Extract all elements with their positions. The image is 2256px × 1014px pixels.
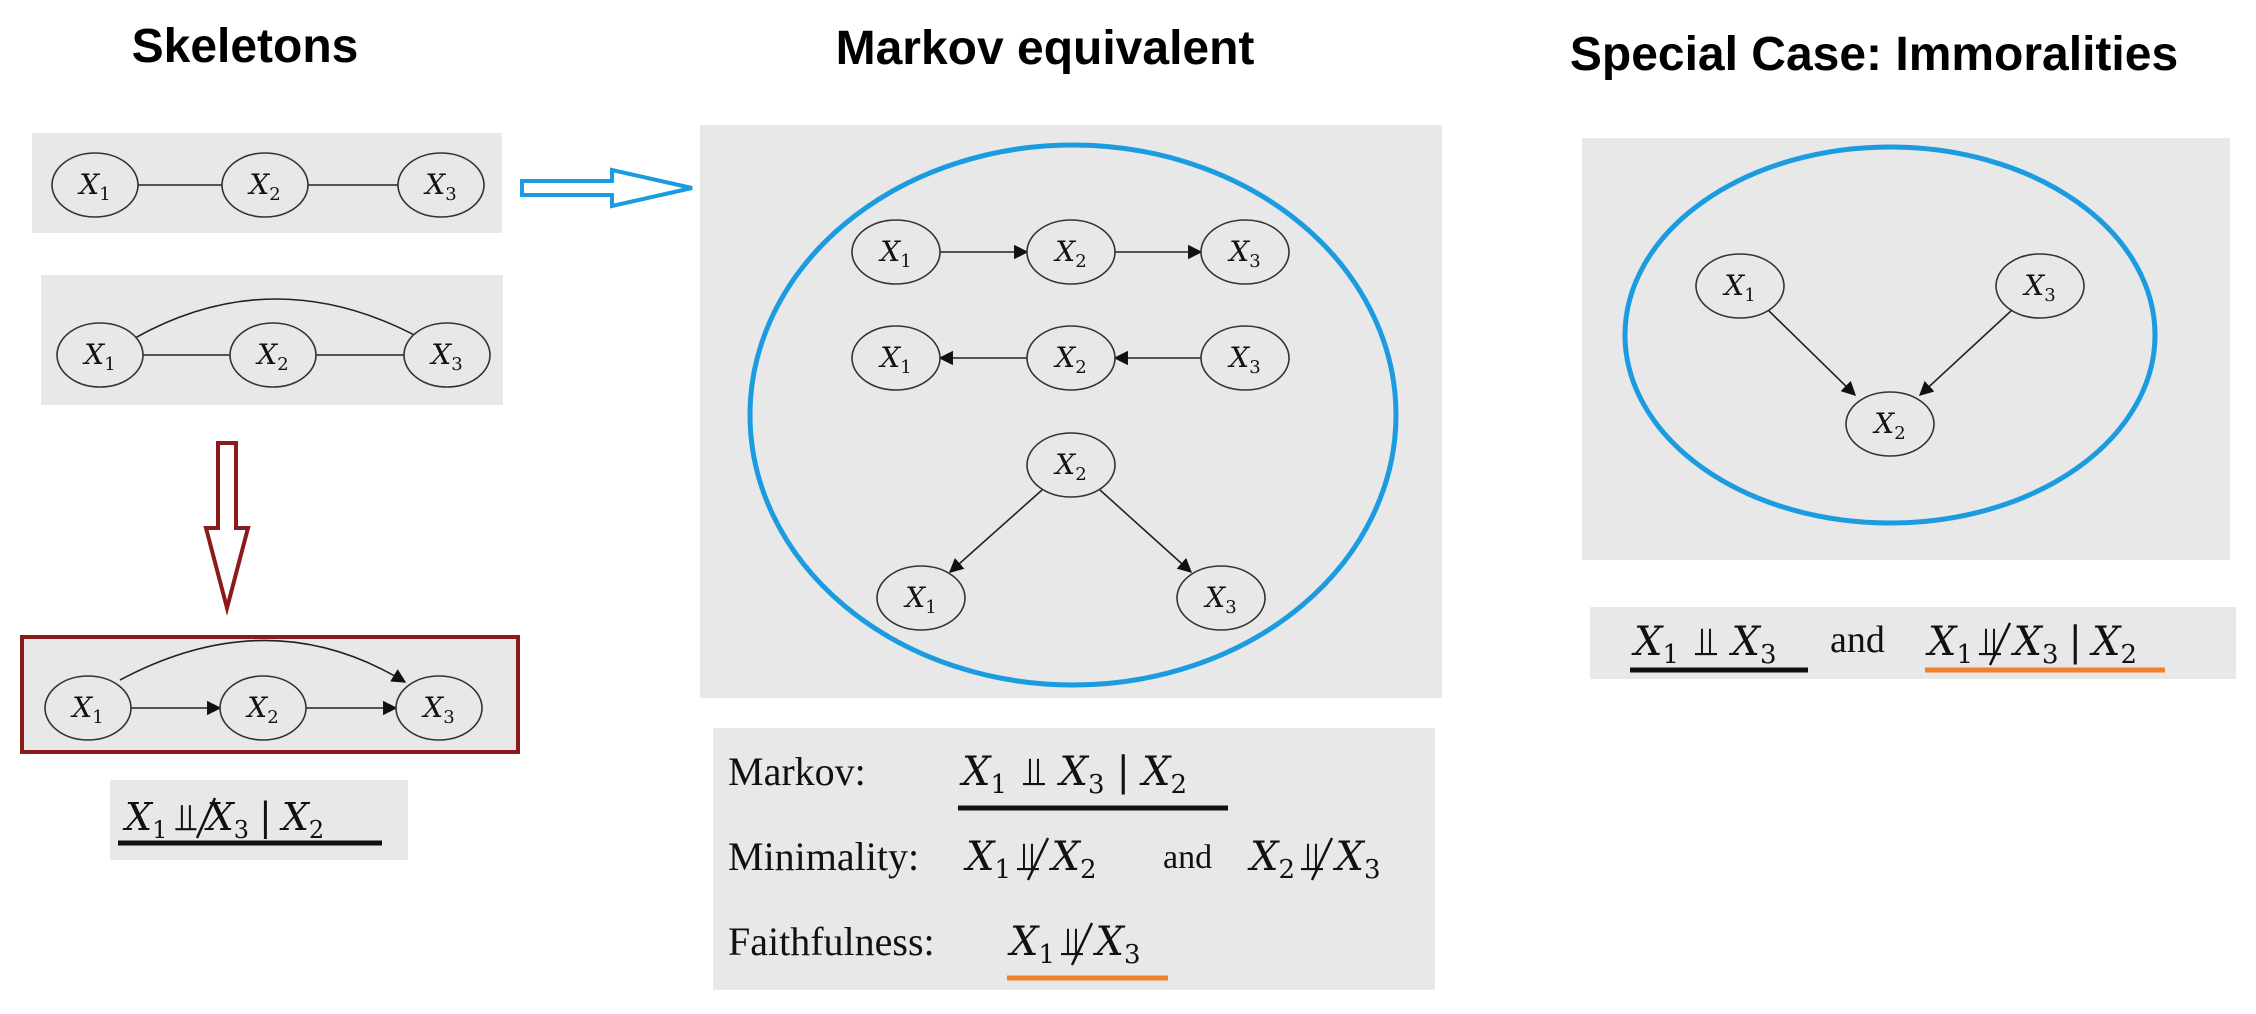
- svg-text:X1⫫X3|X2: X1 ⫫ X3 | X2: [122, 795, 324, 844]
- svg-text:X2: X2: [1053, 448, 1086, 485]
- svg-text:X1: X1: [903, 581, 936, 618]
- svg-text:X1: X1: [77, 168, 110, 205]
- node-x2: X2: [229, 322, 317, 388]
- node-x2: X2: [1026, 325, 1116, 391]
- immorality-panel: X1 X3 X2: [1582, 138, 2230, 560]
- node-x2: X2: [219, 675, 307, 741]
- node-x1: X1: [851, 219, 941, 285]
- node-x2: X2: [1026, 219, 1116, 285]
- statement-minimality: Minimality: X1 ⫫ X2 and X2 ⫫ X3: [728, 834, 1381, 885]
- title-special-case: Special Case: Immoralities: [1570, 28, 2178, 81]
- node-x1: X1: [56, 322, 144, 388]
- dag-chain-backward: X1 X2 X3: [851, 325, 1290, 391]
- markov-label: Markov:: [728, 749, 866, 794]
- right-arrow-icon: [520, 167, 693, 209]
- node-x1: X1: [1695, 253, 1785, 319]
- node-x3: X3: [1995, 253, 2085, 319]
- node-x2: X2: [1845, 391, 1935, 457]
- node-x3: X3: [1200, 325, 1290, 391]
- svg-text:X1: X1: [70, 691, 103, 728]
- svg-text:X2: X2: [247, 168, 280, 205]
- svg-text:X1⫫X3: X1 ⫫ X3: [1631, 619, 1777, 670]
- svg-text:X1: X1: [878, 341, 911, 378]
- node-x3: X3: [1176, 565, 1266, 631]
- node-x3: X3: [395, 675, 483, 741]
- svg-text:X3: X3: [2022, 269, 2055, 306]
- faithfulness-label: Faithfulness:: [728, 919, 935, 964]
- node-x2: X2: [221, 152, 309, 218]
- markov-equivalence-class: X1 X2 X3 X1 X2: [700, 125, 1442, 698]
- svg-text:X2⫫X3: X2 ⫫ X3: [1247, 834, 1381, 885]
- node-x1: X1: [51, 152, 139, 218]
- statement-dependence-left: X1 ⫫ X3 | X2: [110, 780, 408, 860]
- statement-faithfulness: Faithfulness: X1 ⫫ X3: [728, 919, 1168, 981]
- title-markov-equivalent: Markov equivalent: [836, 22, 1255, 75]
- node-x2: X2: [1026, 432, 1116, 498]
- and-word: and: [1163, 839, 1212, 876]
- statements-panel: Markov: X1 ⫫ X3 | X2 Minimality: X1 ⫫ X2 and X…: [713, 728, 1435, 990]
- svg-text:X3: X3: [421, 691, 454, 728]
- minimality-label: Minimality:: [728, 834, 919, 879]
- node-x1: X1: [44, 675, 132, 741]
- node-x1: X1: [876, 565, 966, 631]
- node-x3: X3: [403, 322, 491, 388]
- svg-text:X2: X2: [1872, 407, 1905, 444]
- node-x3: X3: [397, 152, 485, 218]
- svg-text:X2: X2: [255, 338, 288, 375]
- svg-text:X1⫫X3|X2: X1 ⫫ X3 | X2: [959, 749, 1187, 800]
- svg-text:X3: X3: [1203, 581, 1236, 618]
- svg-text:X2: X2: [245, 691, 278, 728]
- and-word: and: [1830, 619, 1885, 661]
- svg-text:X3: X3: [1227, 341, 1260, 378]
- svg-text:X1⫫X3|X2: X1 ⫫ X3 | X2: [1925, 619, 2137, 670]
- dag-chain-forward: X1 X2 X3: [851, 219, 1290, 285]
- dag-complete: X1 X2 X3: [20, 635, 520, 754]
- skeleton-triangle: X1 X2 X3: [41, 275, 503, 405]
- node-x3: X3: [1200, 219, 1290, 285]
- svg-text:X1: X1: [1722, 269, 1755, 306]
- svg-text:X3: X3: [1227, 235, 1260, 272]
- svg-text:X1⫫X2: X1 ⫫ X2: [963, 834, 1097, 885]
- title-skeletons: Skeletons: [132, 20, 359, 73]
- down-arrow-icon: [203, 441, 251, 616]
- statement-immorality: X1 ⫫ X3 and X1 ⫫ X3 | X2: [1590, 607, 2236, 679]
- svg-text:X2: X2: [1053, 341, 1086, 378]
- svg-text:X1: X1: [82, 338, 115, 375]
- statement-markov: Markov: X1 ⫫ X3 | X2: [728, 749, 1228, 811]
- svg-text:X3: X3: [429, 338, 462, 375]
- svg-text:X2: X2: [1053, 235, 1086, 272]
- node-x1: X1: [851, 325, 941, 391]
- skeleton-chain: X1 X2 X3: [32, 133, 502, 233]
- svg-text:X3: X3: [423, 168, 456, 205]
- dag-fork: X2 X1 X3: [876, 432, 1266, 631]
- svg-text:X1: X1: [878, 235, 911, 272]
